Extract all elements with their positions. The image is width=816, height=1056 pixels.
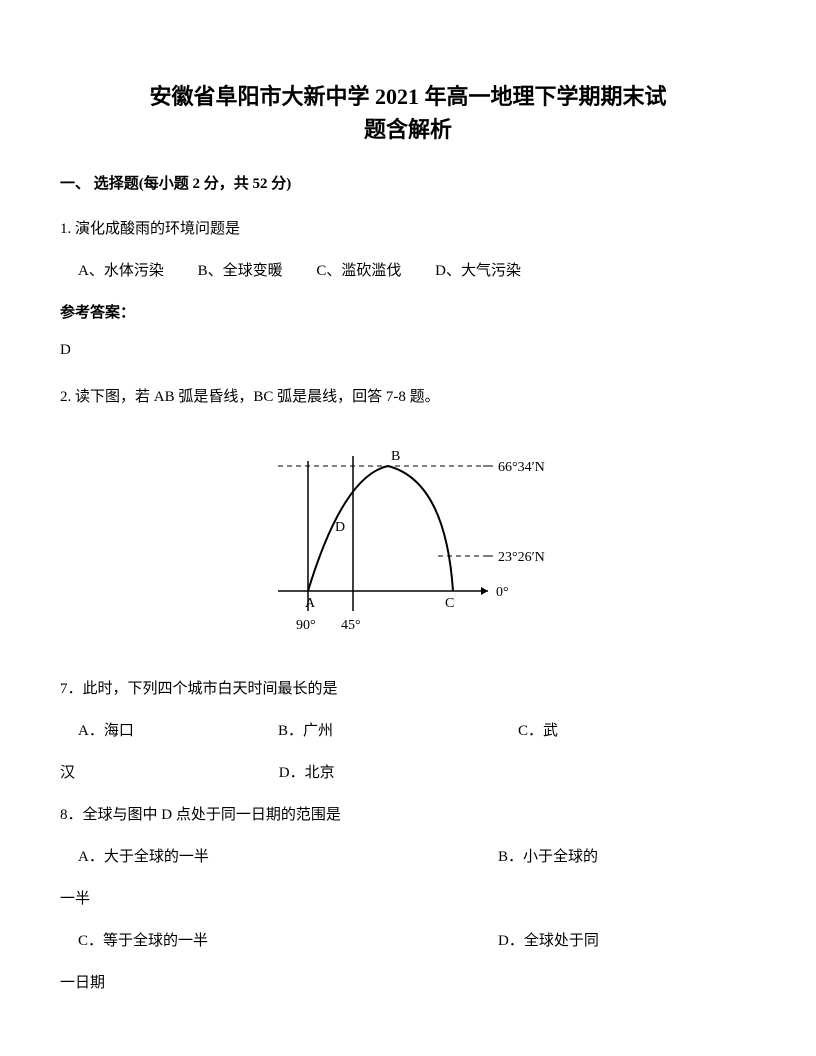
q8-option-c: C．等于全球的一半: [78, 928, 498, 955]
title-line-1: 安徽省阜阳市大新中学 2021 年高一地理下学期期末试: [149, 84, 666, 109]
svg-text:90°: 90°: [296, 618, 316, 633]
question-1-text: 1. 演化成酸雨的环境问题是: [60, 216, 756, 243]
question-1-options: A、水体污染 B、全球变暖 C、滥砍滥伐 D、大气污染: [60, 258, 756, 285]
q1-option-b: B、全球变暖: [198, 258, 283, 285]
q1-option-c: C、滥砍滥伐: [316, 258, 401, 285]
terminator-diagram: B D A C 66°34′N 23°26′N 0° 90° 45°: [238, 431, 578, 641]
svg-text:23°26′N: 23°26′N: [498, 550, 545, 565]
question-2-text: 2. 读下图，若 AB 弧是昏线，BC 弧是晨线，回答 7-8 题。: [60, 384, 756, 411]
q7-option-d: D．北京: [279, 765, 335, 781]
page-title: 安徽省阜阳市大新中学 2021 年高一地理下学期期末试 题含解析: [60, 80, 756, 146]
answer-label: 参考答案：: [60, 300, 756, 327]
q7-option-c: C．武: [518, 718, 756, 745]
q8-option-b-wrap: 一半: [60, 886, 756, 913]
q8-option-d-wrap: 一日期: [60, 970, 756, 997]
question-8-options-row1: A．大于全球的一半 B．小于全球的: [60, 844, 756, 871]
question-7-options-row2: 汉 D．北京: [60, 760, 756, 787]
q8-option-b: B．小于全球的: [498, 844, 756, 871]
q1-option-a: A、水体污染: [78, 258, 164, 285]
svg-text:D: D: [335, 520, 345, 535]
question-7-options-row1: A．海口 B．广州 C．武: [60, 718, 756, 745]
svg-text:A: A: [305, 596, 316, 611]
q8-option-d: D．全球处于同: [498, 928, 756, 955]
svg-text:C: C: [445, 596, 454, 611]
section-header: 一、 选择题(每小题 2 分，共 52 分): [60, 171, 756, 198]
q7-option-c-wrap: 汉: [60, 765, 75, 781]
q7-option-b: B．广州: [278, 718, 518, 745]
q8-option-a: A．大于全球的一半: [78, 844, 498, 871]
title-line-2: 题含解析: [364, 117, 452, 142]
svg-text:66°34′N: 66°34′N: [498, 460, 545, 475]
svg-text:45°: 45°: [341, 618, 361, 633]
question-8-options-row2: C．等于全球的一半 D．全球处于同: [60, 928, 756, 955]
question-8-text: 8．全球与图中 D 点处于同一日期的范围是: [60, 802, 756, 829]
q7-option-a: A．海口: [78, 718, 278, 745]
q1-answer: D: [60, 337, 756, 364]
diagram-container: B D A C 66°34′N 23°26′N 0° 90° 45°: [60, 431, 756, 651]
question-7-text: 7．此时，下列四个城市白天时间最长的是: [60, 676, 756, 703]
svg-text:0°: 0°: [496, 585, 509, 600]
svg-text:B: B: [391, 449, 400, 464]
q1-option-d: D、大气污染: [435, 258, 521, 285]
